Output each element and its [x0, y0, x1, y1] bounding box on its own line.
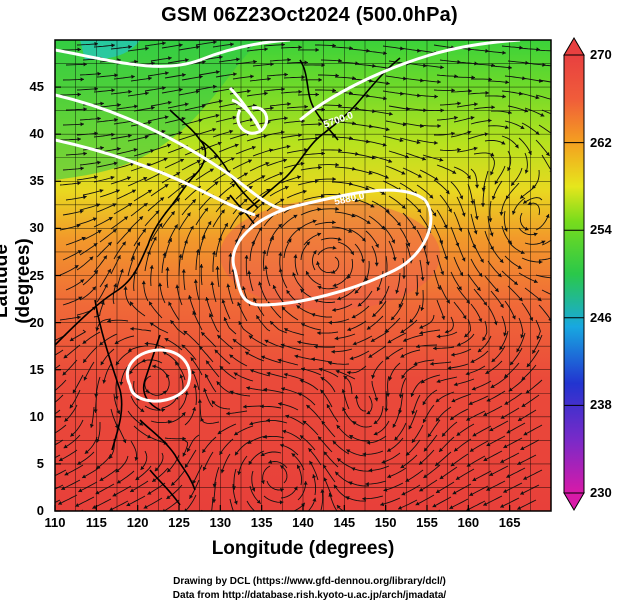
x-tick-label: 115 [85, 515, 107, 530]
y-tick-label: 45 [29, 79, 44, 95]
y-tick-label: 0 [36, 503, 44, 518]
y-tick-label: 15 [29, 361, 44, 377]
colorbar-body [563, 54, 585, 494]
axis-tick-marks [54, 86, 511, 512]
chart-title: GSM 06Z23Oct2024 (500.0hPa) [161, 4, 458, 26]
x-tick-label: 130 [209, 515, 232, 530]
cold-region [55, 40, 260, 180]
credit-data-source: Data from http://database.rish.kyoto-u.a… [172, 590, 447, 601]
x-tick-label: 155 [416, 515, 438, 530]
colorbar-tick-label: 262 [590, 134, 612, 150]
y-tick-label: 35 [29, 173, 44, 189]
credit-drawing: Drawing by DCL (https://www.gfd-dennou.o… [173, 576, 446, 587]
x-tick-label: 145 [333, 515, 356, 530]
warm-pool [220, 200, 440, 310]
colorbar-tick-label: 254 [590, 222, 612, 238]
x-tick-label: 135 [250, 515, 273, 530]
y-tick-label: 40 [29, 126, 44, 142]
y-tick-label: 10 [29, 408, 44, 424]
colorbar [563, 37, 585, 511]
colorbar-tick-label: 230 [590, 485, 612, 500]
y-tick-label: 5 [36, 455, 44, 471]
x-tick-label: 160 [457, 515, 480, 530]
grid-lines [55, 40, 551, 511]
colorbar-arrow-top [563, 37, 585, 56]
wind-streamlines [55, 40, 551, 511]
y-tick-label: 20 [29, 314, 44, 330]
x-axis-label: Longitude (degrees) [211, 538, 395, 559]
x-tick-label: 165 [498, 515, 521, 530]
colorbar-tick-label: 238 [590, 397, 612, 413]
y-tick-label: 30 [29, 220, 44, 236]
x-tick-label: 120 [126, 515, 149, 530]
colorbar-arrow-bottom [563, 492, 585, 511]
coastlines [55, 57, 401, 506]
x-tick-label: 150 [374, 515, 397, 530]
x-tick-label: 110 [44, 515, 66, 530]
x-tick-label: 140 [292, 515, 314, 530]
x-tick-label: 125 [168, 515, 190, 530]
y-tick-label: 25 [29, 267, 44, 283]
colorbar-tick-label: 246 [590, 309, 612, 325]
height-contours [55, 40, 521, 403]
colorbar-tick-label: 270 [590, 47, 612, 62]
